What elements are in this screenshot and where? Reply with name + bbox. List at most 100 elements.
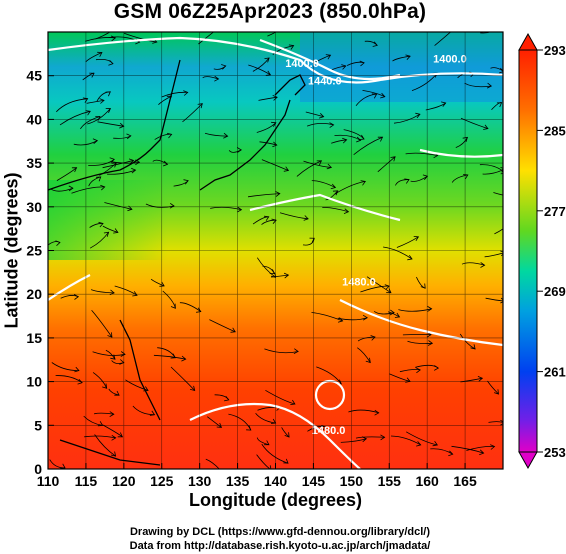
streamline bbox=[107, 169, 136, 175]
streamline bbox=[430, 448, 453, 455]
streamline bbox=[105, 349, 116, 360]
streamline-arrow bbox=[269, 269, 276, 275]
contour-label: 1400.0 bbox=[285, 58, 319, 70]
streamline bbox=[85, 37, 116, 42]
streamline-arrow bbox=[303, 215, 309, 221]
streamline-arrow bbox=[293, 348, 299, 355]
streamline-arrow bbox=[60, 463, 66, 469]
height-contours bbox=[48, 36, 503, 469]
streamline-arrow bbox=[216, 26, 221, 30]
streamline bbox=[182, 103, 203, 123]
streamline bbox=[353, 136, 383, 156]
streamline-arrow bbox=[283, 272, 290, 279]
y-tick-label: 20 bbox=[26, 286, 42, 302]
streamline-arrow bbox=[275, 191, 281, 197]
streamline-arrow bbox=[480, 262, 486, 268]
streamline-arrow bbox=[230, 327, 236, 333]
streamline-arrow bbox=[166, 132, 173, 139]
colorbar-tick-label: 277 bbox=[544, 204, 566, 219]
warm-west-region bbox=[48, 180, 168, 260]
streamline bbox=[56, 167, 77, 181]
colorbar-tick-label: 293 bbox=[544, 43, 566, 58]
streamline-arrow bbox=[98, 221, 104, 228]
streamline bbox=[392, 55, 411, 62]
streamline bbox=[357, 347, 371, 363]
streamline bbox=[451, 445, 484, 454]
x-tick-label: 165 bbox=[453, 473, 477, 489]
streamline-arrow bbox=[326, 163, 333, 170]
streamline-arrow bbox=[131, 167, 137, 174]
streamline-arrow bbox=[407, 254, 413, 261]
streamline bbox=[331, 139, 347, 144]
x-tick-label: 130 bbox=[188, 473, 212, 489]
streamline-arrow bbox=[496, 102, 503, 108]
streamline bbox=[97, 121, 124, 127]
streamline-arrow bbox=[389, 309, 395, 316]
x-tick-label: 150 bbox=[340, 473, 364, 489]
streamline-arrow bbox=[380, 434, 386, 441]
streamline bbox=[104, 202, 132, 210]
y-tick-label: 15 bbox=[26, 330, 42, 346]
streamline bbox=[461, 262, 485, 266]
streamline-arrow bbox=[448, 450, 454, 457]
streamline-arrow bbox=[196, 307, 202, 313]
streamline bbox=[204, 132, 228, 137]
colorbar-tick-label: 269 bbox=[544, 284, 566, 299]
y-tick-label: 35 bbox=[26, 155, 42, 171]
streamline-arrow bbox=[318, 113, 325, 119]
streamline bbox=[59, 110, 91, 126]
streamline-arrow bbox=[479, 449, 485, 456]
streamline-arrow bbox=[71, 167, 78, 173]
plot-area: 1400.0 1440.0 1400.0 1480.0 1480.0 110 115 120… bbox=[26, 26, 566, 489]
streamline-arrow bbox=[100, 184, 106, 191]
streamline bbox=[425, 102, 446, 111]
cold-north-region bbox=[300, 32, 503, 102]
streamline bbox=[252, 57, 270, 72]
streamline-arrow bbox=[120, 351, 126, 357]
streamline-arrow bbox=[117, 432, 124, 438]
streamline-arrow bbox=[170, 303, 176, 309]
streamline bbox=[94, 434, 116, 457]
streamline-arrow bbox=[365, 357, 371, 364]
streamline bbox=[92, 372, 108, 389]
streamline-arrow bbox=[263, 215, 270, 221]
streamline-arrow bbox=[128, 158, 135, 164]
streamline bbox=[410, 175, 428, 182]
streamline-arrow bbox=[132, 291, 138, 297]
streamline-arrow bbox=[85, 110, 91, 116]
streamline bbox=[94, 412, 114, 415]
streamline bbox=[102, 160, 134, 169]
x-tick-label: 135 bbox=[226, 473, 250, 489]
streamline-arrow bbox=[415, 112, 421, 119]
streamline-arrow bbox=[342, 137, 348, 144]
streamline-arrow bbox=[288, 44, 295, 50]
streamline bbox=[210, 206, 242, 211]
coastlines bbox=[48, 59, 306, 466]
streamline bbox=[493, 192, 503, 196]
streamline-arrow bbox=[325, 54, 332, 60]
streamline-arrow bbox=[394, 312, 401, 318]
streamline-arrow bbox=[341, 64, 347, 70]
streamline bbox=[198, 32, 215, 45]
streamline bbox=[479, 164, 503, 172]
streamline bbox=[205, 458, 220, 469]
streamline-arrow bbox=[221, 64, 227, 70]
streamline-arrow bbox=[463, 174, 469, 180]
y-tick-label: 45 bbox=[26, 68, 42, 84]
streamline bbox=[264, 348, 299, 354]
streamline bbox=[153, 354, 186, 360]
streamline-arrow bbox=[126, 133, 132, 140]
streamline bbox=[383, 246, 413, 260]
streamline-arrow bbox=[170, 353, 176, 359]
streamline bbox=[305, 111, 324, 118]
colorbar-gradient bbox=[518, 49, 538, 453]
streamline bbox=[360, 285, 390, 293]
streamline bbox=[348, 409, 379, 414]
streamline-arrow bbox=[283, 166, 290, 172]
streamline-arrow bbox=[107, 332, 113, 338]
contour-labels: 1400.0 1440.0 1400.0 1480.0 1480.0 bbox=[285, 54, 467, 437]
streamline-arrow bbox=[321, 425, 327, 431]
streamline-arrow bbox=[415, 367, 421, 374]
streamline-arrow bbox=[427, 306, 433, 312]
streamline-arrow bbox=[372, 41, 378, 47]
